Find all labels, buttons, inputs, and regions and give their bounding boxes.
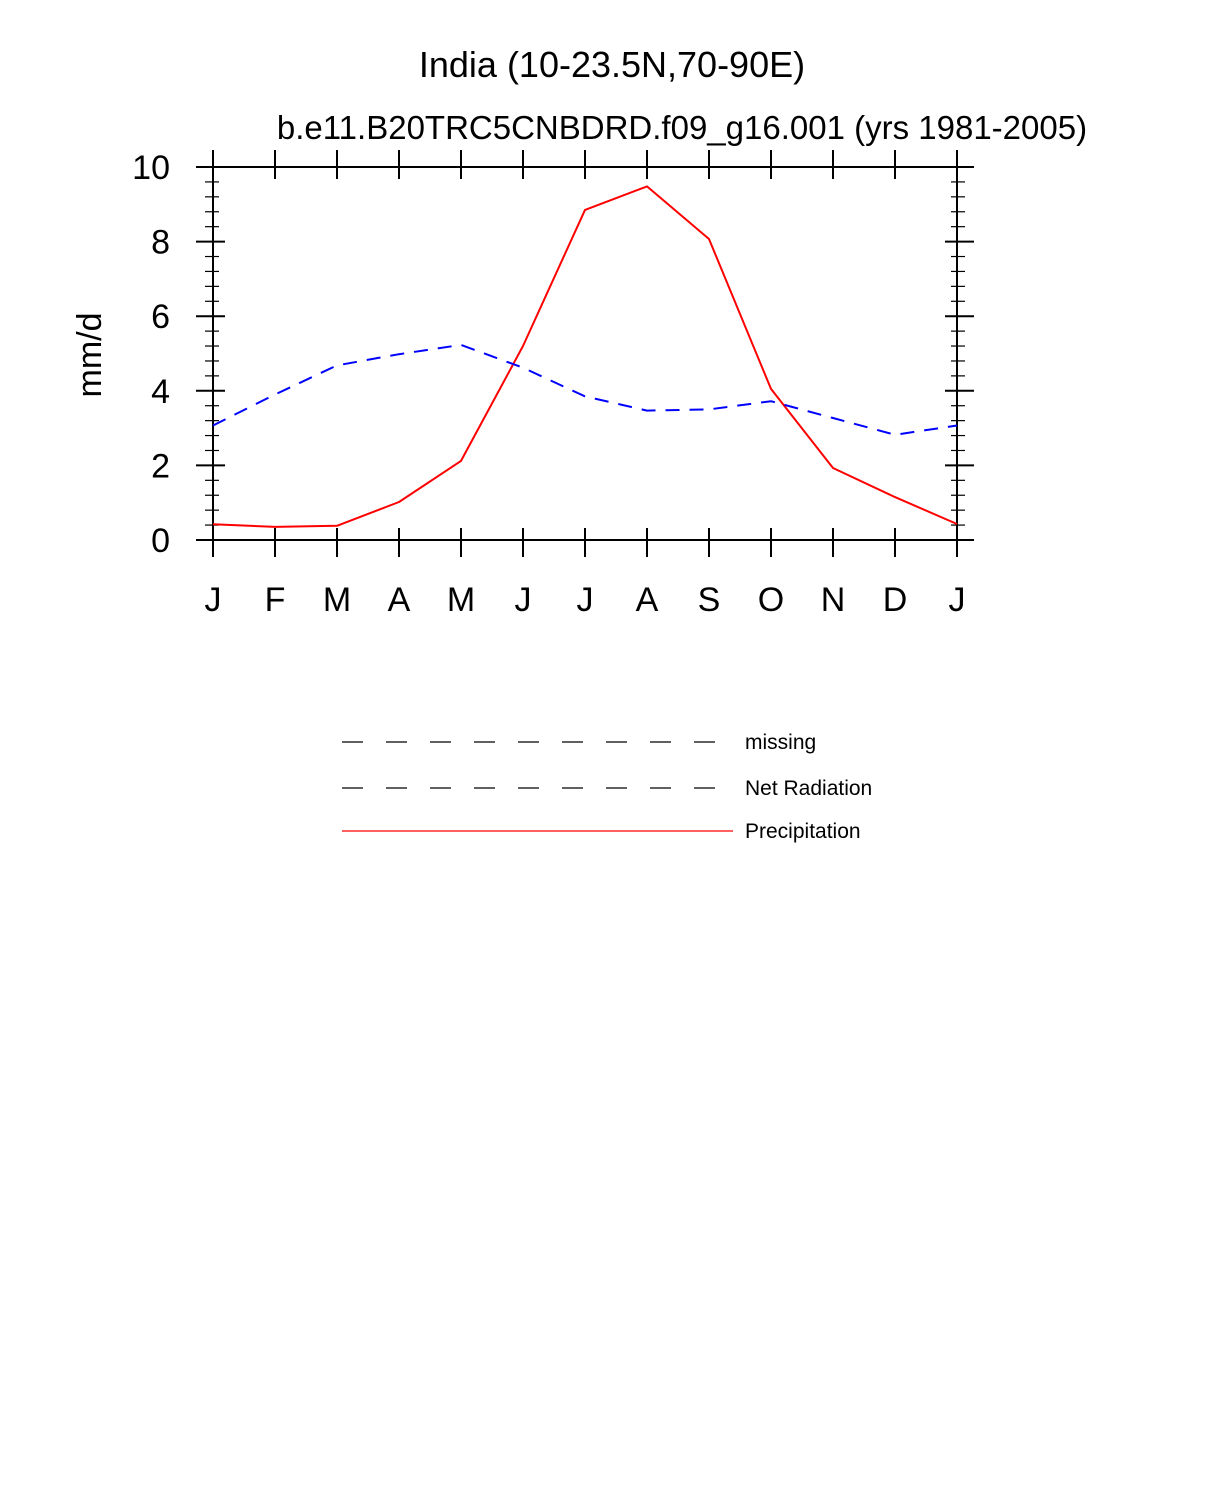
legend-label: missing — [745, 731, 816, 754]
y-tick-label: 4 — [151, 373, 170, 411]
x-tick-label: M — [323, 581, 351, 619]
y-tick-label: 2 — [151, 447, 170, 485]
x-tick-label: J — [515, 581, 532, 619]
chart-subtitle: b.e11.B20TRC5CNBDRD.f09_g16.001 (yrs 198… — [277, 109, 1087, 146]
x-tick-label: F — [265, 581, 286, 619]
legend-label: Precipitation — [745, 820, 861, 843]
x-tick-label: J — [577, 581, 594, 619]
chart-title: India (10-23.5N,70-90E) — [419, 44, 805, 85]
x-tick-label: S — [698, 581, 721, 619]
x-tick-label: A — [636, 581, 659, 619]
x-tick-label: O — [758, 581, 784, 619]
x-tick-label: M — [447, 581, 475, 619]
legend: missing Net Radiation Precipitation — [342, 731, 872, 843]
series-line-net-radiation — [212, 343, 958, 436]
y-tick-label: 0 — [151, 522, 170, 560]
x-tick-label: D — [883, 581, 908, 619]
plot-frame — [212, 166, 958, 541]
x-tick-label: A — [388, 581, 411, 619]
x-tick-label: J — [949, 581, 966, 619]
x-tick-label: J — [205, 581, 222, 619]
y-tick-label: 10 — [132, 149, 170, 187]
y-tick-label: 6 — [151, 298, 170, 336]
y-axis-label: mm/d — [71, 313, 109, 398]
legend-label: Net Radiation — [745, 777, 872, 800]
series-line-precipitation — [212, 185, 958, 528]
y-tick-label: 8 — [151, 224, 170, 262]
x-tick-label: N — [821, 581, 846, 619]
